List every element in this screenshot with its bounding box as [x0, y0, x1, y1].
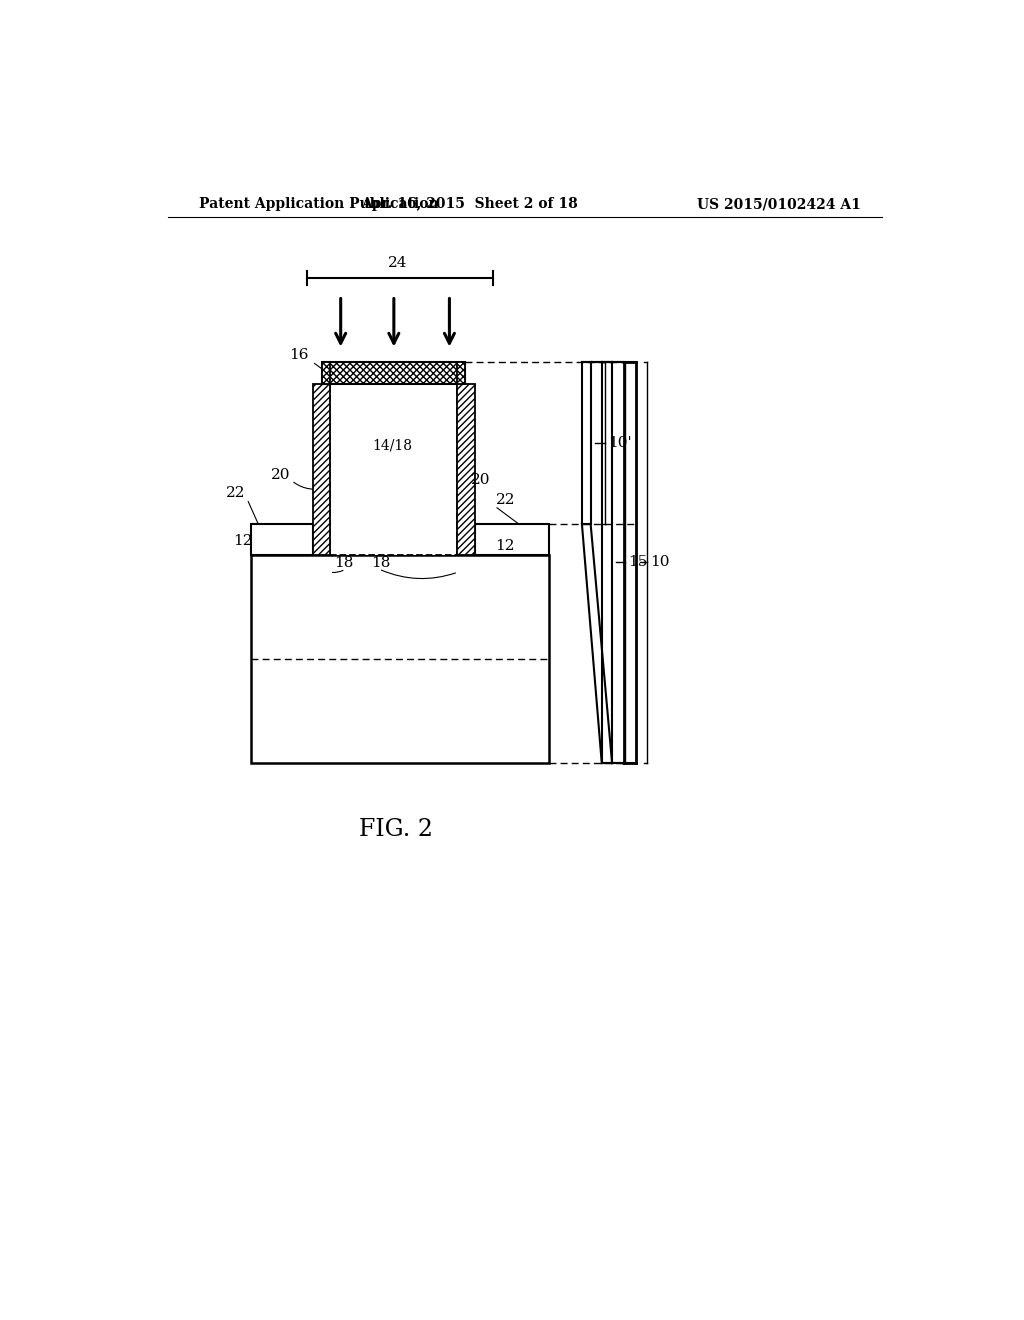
Bar — [331, 381, 458, 554]
Text: 24: 24 — [388, 256, 408, 271]
Text: 22: 22 — [497, 492, 516, 507]
Bar — [458, 384, 475, 554]
Text: US 2015/0102424 A1: US 2015/0102424 A1 — [696, 197, 861, 211]
Text: 12: 12 — [495, 539, 514, 553]
Bar — [251, 554, 549, 763]
Text: FIG. 2: FIG. 2 — [359, 817, 433, 841]
Bar — [458, 362, 465, 384]
Text: 18: 18 — [334, 556, 353, 570]
Text: 12: 12 — [233, 533, 253, 548]
Text: 22: 22 — [226, 486, 246, 500]
Text: 14/18: 14/18 — [373, 438, 413, 451]
Bar — [475, 524, 549, 554]
Text: 20: 20 — [271, 467, 291, 482]
Text: Patent Application Publication: Patent Application Publication — [200, 197, 439, 211]
Bar — [313, 384, 331, 554]
Bar — [323, 362, 465, 384]
Text: Apr. 16, 2015  Sheet 2 of 18: Apr. 16, 2015 Sheet 2 of 18 — [360, 197, 578, 211]
Text: 18: 18 — [371, 556, 390, 570]
Text: 10: 10 — [650, 556, 670, 569]
Text: 20: 20 — [471, 473, 490, 487]
Text: 10': 10' — [608, 436, 632, 450]
Bar — [251, 524, 313, 554]
Bar — [323, 362, 331, 384]
Text: 16: 16 — [290, 347, 309, 362]
Text: 15: 15 — [628, 556, 647, 569]
